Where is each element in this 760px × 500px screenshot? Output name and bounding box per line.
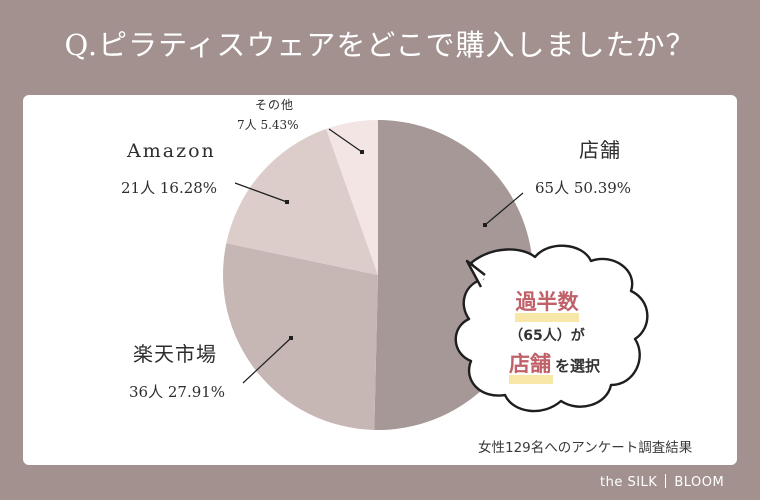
pie-chart: 店舗 65人 50.39% 楽天市場 36人 27.91% Amazon 21人 16.2… (121, 98, 649, 431)
callout-line-3-rest: を選択 (555, 357, 601, 375)
pie-slice-3 (326, 120, 378, 275)
brand-divider (665, 474, 667, 488)
callout-underline-2 (509, 375, 553, 384)
callout-line-1: 過半数 (516, 290, 580, 314)
callout-tail (465, 259, 486, 288)
slice-label-1: 楽天市場 (133, 342, 217, 366)
callout-bubble: 過半数 （65人）が 店舗 を選択 (454, 244, 649, 413)
leader-line-2 (234, 182, 288, 203)
leader-line-1 (242, 337, 292, 384)
slice-value-3: 7人 5.43% (237, 118, 299, 132)
survey-footnote: 女性129名へのアンケート調査結果 (478, 440, 693, 456)
callout-line-2: （65人）が (509, 327, 585, 344)
slice-label-3: その他 (255, 98, 294, 112)
brand-right: BLOOM (674, 475, 725, 490)
slice-value-0: 65人 50.39% (535, 179, 631, 197)
slice-label-2: Amazon (126, 140, 216, 162)
pie-slice-2 (226, 128, 378, 275)
pie-slice-1 (222, 243, 378, 430)
brand-left: the SILK (600, 475, 658, 490)
chart-card: 店舗 65人 50.39% 楽天市場 36人 27.91% Amazon 21人 16.2… (23, 95, 737, 465)
leader-line-0 (484, 192, 524, 226)
leader-line-3 (328, 128, 363, 153)
callout-line-3: 店舗 (509, 352, 551, 376)
slice-label-0: 店舗 (579, 138, 621, 162)
brand-logo: the SILK BLOOM (600, 474, 724, 490)
page-title: Q.ピラティスウェアをどこで購入しましたか？ (64, 28, 696, 62)
callout-cloud (454, 244, 649, 413)
slice-value-2: 21人 16.28% (121, 179, 217, 197)
slice-value-1: 36人 27.91% (129, 383, 225, 401)
callout-underline-1 (515, 313, 579, 322)
